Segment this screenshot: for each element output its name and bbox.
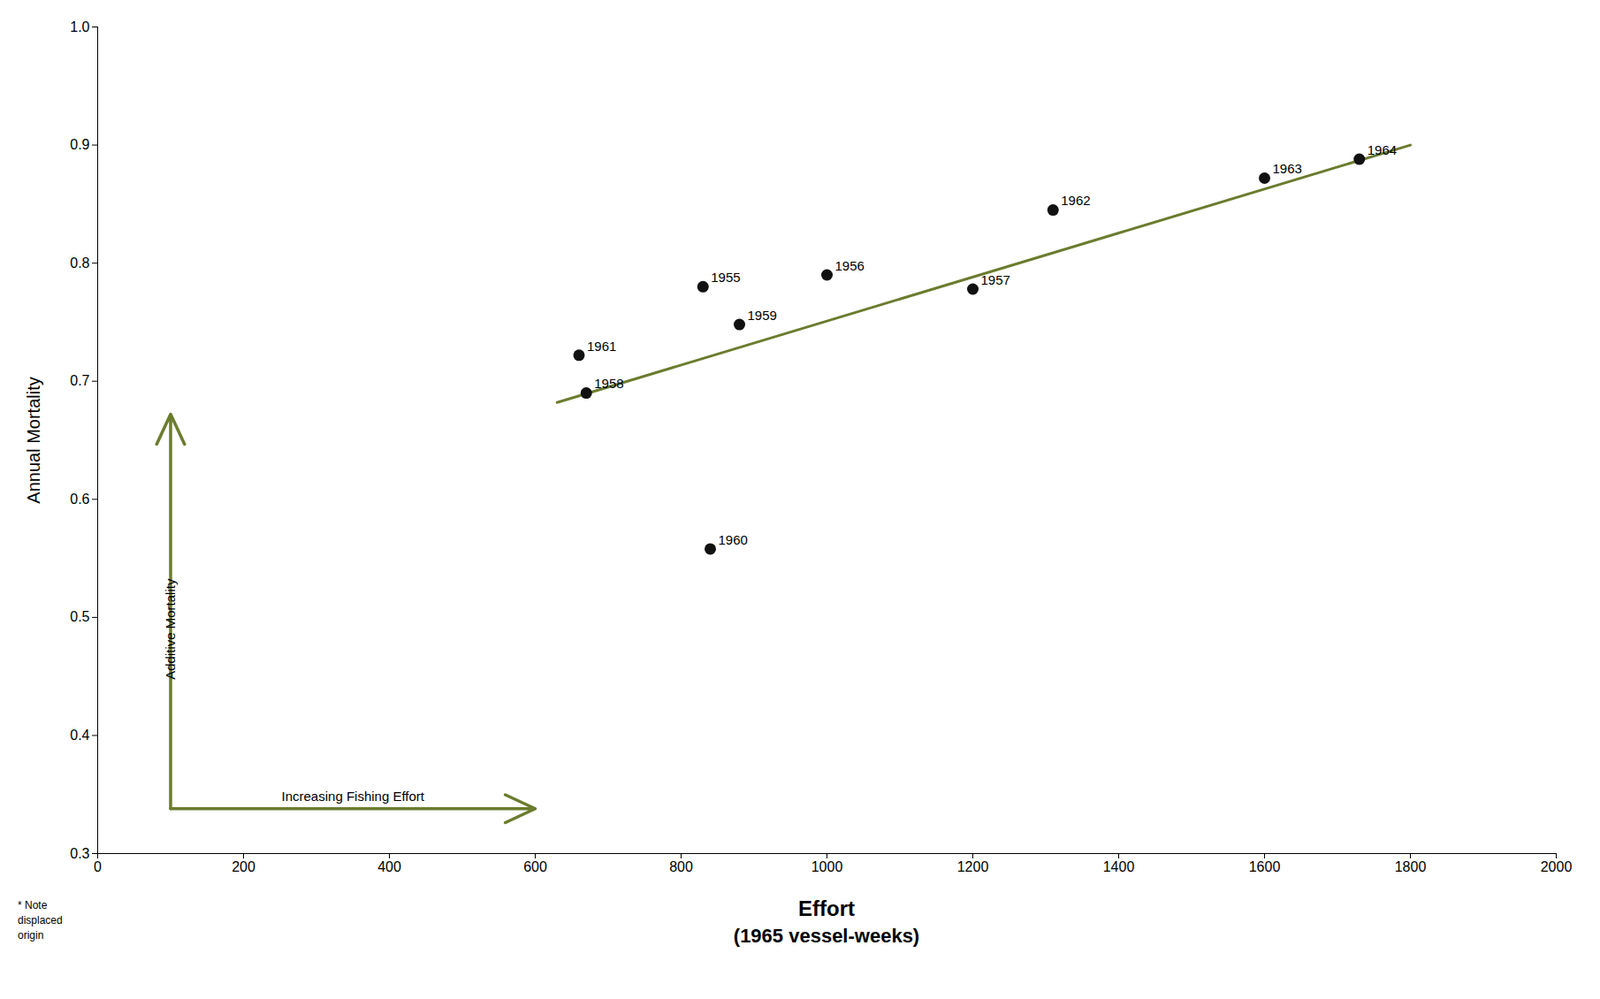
svg-text:1955: 1955 (710, 269, 740, 285)
svg-text:0.3: 0.3 (69, 845, 90, 861)
svg-text:400: 400 (377, 859, 402, 875)
svg-text:800: 800 (669, 859, 694, 875)
html-text:(1965 vessel-weeks): (1965 vessel-weeks) (733, 924, 920, 947)
svg-text:1958: 1958 (594, 375, 624, 391)
svg-text:0.4: 0.4 (69, 727, 90, 743)
svg-text:1.0: 1.0 (69, 19, 90, 35)
svg-text:0.6: 0.6 (69, 491, 90, 507)
svg-text:1959: 1959 (747, 307, 778, 323)
svg-text:1400: 1400 (1103, 859, 1136, 875)
html-text:* Note displaced origin: * Note displaced origin (17, 899, 63, 942)
svg-text:2000: 2000 (1540, 859, 1573, 875)
svg-text:1600: 1600 (1249, 859, 1281, 875)
svg-text:1000: 1000 (811, 859, 844, 875)
svg-text:Annual Mortality: Annual Mortality (23, 376, 44, 503)
html-text:Effort: Effort (798, 896, 855, 921)
svg-text:1957: 1957 (981, 272, 1011, 288)
svg-text:0.8: 0.8 (69, 255, 90, 271)
svg-text:0.5: 0.5 (69, 609, 90, 625)
svg-text:Additive Mortality: Additive Mortality (162, 578, 178, 680)
svg-text:0.9: 0.9 (69, 137, 90, 153)
svg-text:600: 600 (523, 859, 548, 875)
svg-text:1964: 1964 (1367, 142, 1397, 158)
svg-text:1800: 1800 (1394, 859, 1427, 875)
svg-text:1962: 1962 (1060, 192, 1090, 208)
svg-text:0.7: 0.7 (69, 373, 90, 389)
svg-text:200: 200 (231, 859, 256, 875)
svg-text:Increasing Fishing Effort: Increasing Fishing Effort (281, 788, 426, 804)
svg-text:1961: 1961 (586, 338, 617, 354)
svg-text:0: 0 (93, 859, 102, 875)
svg-text:1963: 1963 (1272, 160, 1303, 176)
svg-text:1956: 1956 (835, 258, 865, 274)
svg-text:1960: 1960 (718, 532, 748, 548)
svg-text:1200: 1200 (957, 859, 990, 875)
